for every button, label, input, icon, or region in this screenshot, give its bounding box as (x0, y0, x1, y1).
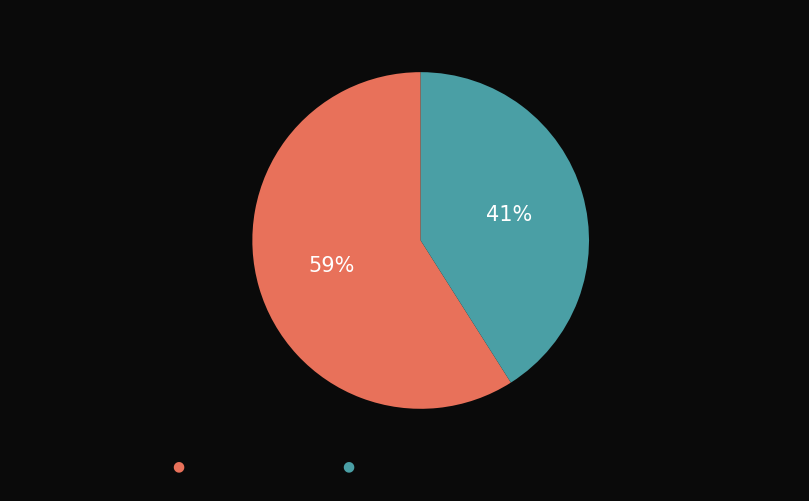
Wedge shape (252, 72, 510, 409)
Wedge shape (421, 72, 589, 383)
Text: ●: ● (342, 459, 354, 473)
Text: 41%: 41% (486, 204, 532, 224)
Text: ●: ● (172, 459, 184, 473)
Text: 59%: 59% (308, 257, 355, 277)
